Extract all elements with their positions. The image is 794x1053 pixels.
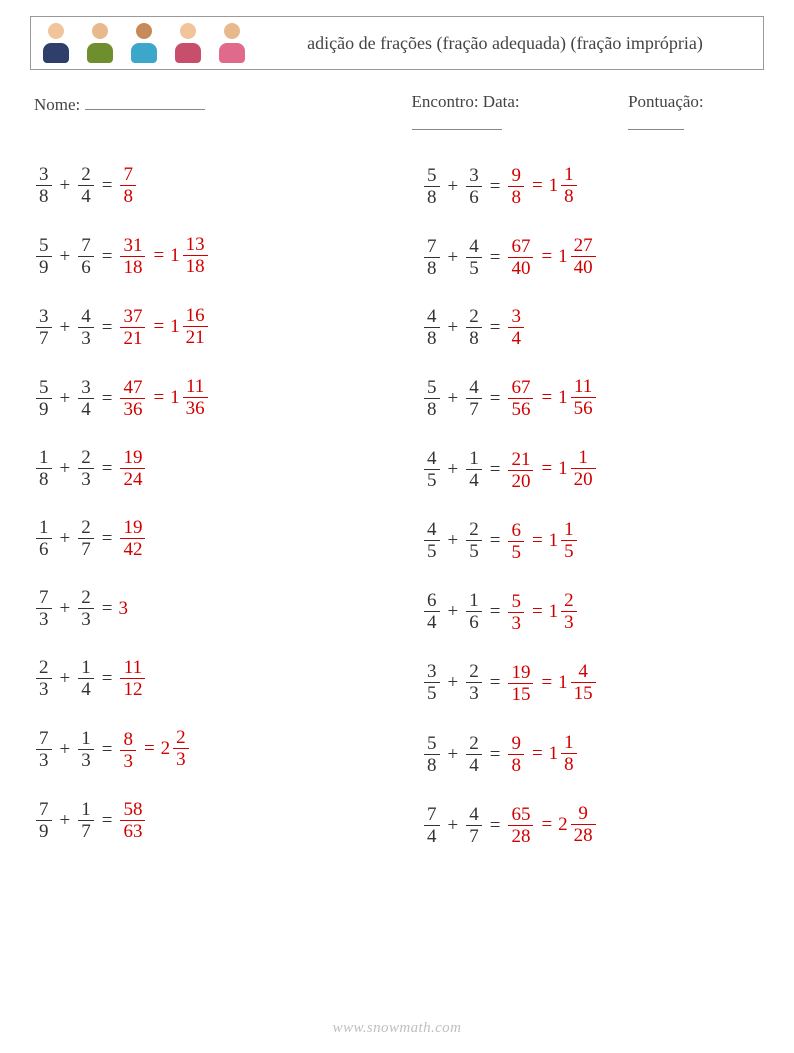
answer: 1942 [118, 518, 147, 559]
answer: 1915=1415 [506, 662, 597, 704]
answer: 98=118 [506, 733, 578, 775]
equation: 45+14=2120=1120 [422, 448, 760, 490]
answer: 1924 [118, 448, 147, 489]
equation: 37+43=3721=11621 [34, 306, 372, 348]
answer: 6740=12740 [506, 236, 597, 278]
name-label: Nome: [34, 95, 80, 114]
equation: 73+13=83=223 [34, 728, 372, 770]
equation: 16+27=1942 [34, 518, 372, 559]
equation: 79+17=5863 [34, 800, 372, 841]
answer: 3 [118, 599, 128, 618]
answer: 78 [118, 165, 138, 206]
equation: 48+28=34 [422, 307, 760, 348]
answer: 6528=2928 [506, 804, 597, 846]
answer: 5863 [118, 800, 147, 841]
date-blank[interactable] [412, 112, 502, 130]
avatar-icon [129, 23, 159, 63]
date-label: Encontro: Data: [412, 92, 520, 111]
equation: 58+47=6756=11156 [422, 377, 760, 419]
right-column: 58+36=98=118 78+45=6740=12740 48+28=34 58+4… [422, 165, 760, 846]
answer: 3118=11318 [118, 235, 209, 277]
avatar-icon [85, 23, 115, 63]
avatar-icon [41, 23, 71, 63]
info-fields: Nome: Encontro: Data: Pontuação: [30, 92, 764, 135]
equation: 59+34=4736=11136 [34, 377, 372, 419]
equation: 45+25=65=115 [422, 520, 760, 562]
avatar-icon [217, 23, 247, 63]
equation: 38+24=78 [34, 165, 372, 206]
equation: 35+23=1915=1415 [422, 662, 760, 704]
header-bar: adição de frações (fração adequada) (fra… [30, 16, 764, 70]
score-blank[interactable] [628, 112, 684, 130]
answer: 83=223 [118, 728, 190, 770]
worksheet-title: adição de frações (fração adequada) (fra… [247, 33, 753, 54]
answer: 98=118 [506, 165, 578, 207]
equation: 58+36=98=118 [422, 165, 760, 207]
equation: 58+24=98=118 [422, 733, 760, 775]
avatar-icon [173, 23, 203, 63]
equation: 78+45=6740=12740 [422, 236, 760, 278]
answer: 34 [506, 307, 526, 348]
answer: 6756=11156 [506, 377, 597, 419]
equation: 18+23=1924 [34, 448, 372, 489]
equation: 64+16=53=123 [422, 591, 760, 633]
answer: 4736=11136 [118, 377, 209, 419]
equation: 74+47=6528=2928 [422, 804, 760, 846]
left-column: 38+24=78 59+76=3118=11318 37+43=3721=11621… [34, 165, 372, 846]
name-blank[interactable] [85, 92, 205, 110]
score-label: Pontuação: [628, 92, 704, 111]
answer: 2120=1120 [506, 448, 597, 490]
watermark: www.snowmath.com [0, 1020, 794, 1037]
equation: 73+23=3 [34, 588, 372, 629]
equation: 59+76=3118=11318 [34, 235, 372, 277]
avatar-strip [41, 23, 247, 63]
answer: 3721=11621 [118, 306, 209, 348]
answer: 1112 [118, 658, 147, 699]
problem-columns: 38+24=78 59+76=3118=11318 37+43=3721=11621… [30, 165, 764, 846]
answer: 65=115 [506, 520, 578, 562]
equation: 23+14=1112 [34, 658, 372, 699]
answer: 53=123 [506, 591, 578, 633]
